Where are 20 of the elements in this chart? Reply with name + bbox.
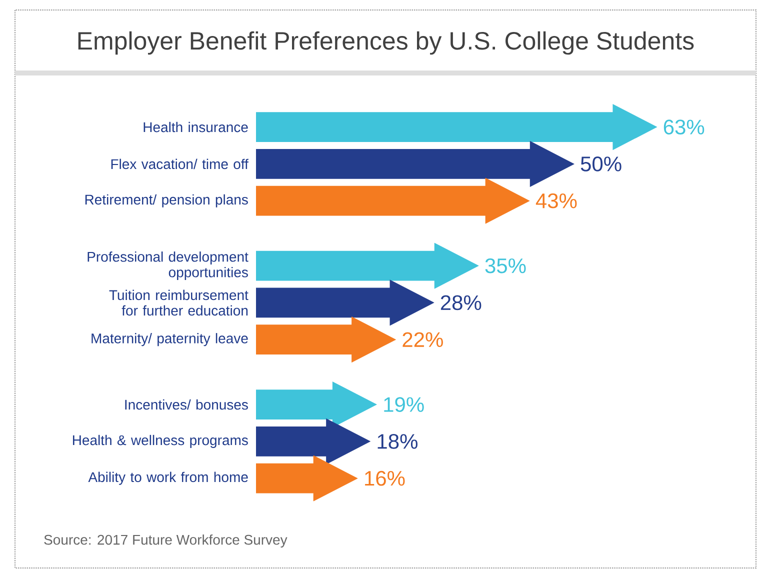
y-tick-label: Health insurance [144,122,248,132]
y-tick-label: Maternity/ paternity leave [92,333,248,346]
y-tick-label: Retirement/ pension plans [85,194,248,208]
source-note: Source: 2017 Future Workforce Survey [44,534,288,548]
chart-title: Employer Benefit Preferences by U.S. College Students [78,31,694,55]
y-tick-label: Flex vacation/ time off [111,158,248,170]
data-label: 63% [664,120,704,134]
y-tick-label: Tuition reimbursement for further education [109,290,248,316]
data-label: 35% [485,258,526,274]
data-label: 28% [440,295,482,310]
data-label: 43% [536,193,577,208]
data-label: 19% [384,397,424,412]
y-tick-label: Health & wellness programs [72,434,248,448]
y-tick-label: Professional development opportunities [88,252,248,280]
data-label: 18% [378,434,418,449]
data-label: 22% [402,332,443,347]
data-label: 16% [365,470,405,486]
y-tick-label: Incentives/ bonuses [125,399,248,410]
data-label: 50% [580,156,622,172]
y-tick-label: Ability to work from home [88,472,248,485]
